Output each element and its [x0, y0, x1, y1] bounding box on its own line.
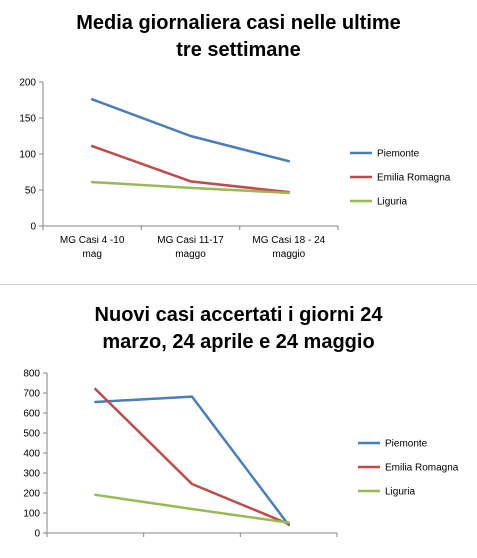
y-tick-label: 700	[23, 389, 40, 400]
series-line-piemonte	[90, 98, 291, 163]
chart-panel-daily-average: Media giornaliera casi nelle ultime tre …	[0, 10, 477, 261]
legend-label: Piemonte	[385, 439, 428, 450]
y-tick-label: 100	[19, 150, 36, 161]
y-tick-label: 200	[19, 78, 36, 89]
y-tick-label: 200	[23, 489, 40, 500]
x-tick-label-line: MG Casi 18 - 24	[252, 235, 325, 246]
chart-title-line-1: Nuovi casi accertati i giorni 24	[94, 304, 383, 326]
x-tick-label: MG Casi 11-17 maggo	[157, 235, 224, 260]
legend-label: Emilia Romagna	[377, 173, 451, 184]
x-tick-label-line: MG Casi 4 -10	[60, 235, 125, 246]
y-tick-label: 300	[23, 469, 40, 480]
y-tick-label: 50	[25, 186, 37, 197]
x-tick-label-line: mag	[82, 249, 101, 260]
y-tick-label: 100	[23, 509, 40, 520]
y-tick-label: 800	[23, 369, 40, 380]
x-tick-label: MG Casi 4 -10 mag	[60, 235, 125, 260]
chart-title-line-2: marzo, 24 aprile e 24 maggio	[102, 331, 375, 353]
x-tick-label: MG Casi 18 - 24 maggio	[252, 235, 325, 260]
legend-label: Liguria	[385, 487, 415, 498]
y-tick-label: 150	[19, 114, 36, 125]
chart-title: Media giornaliera casi nelle ultime tre …	[0, 10, 477, 64]
y-tick-label: 0	[30, 222, 36, 233]
line-chart-new-cases: 0 100 200 300 400 500 600 700 800 Piemonte Emilia …	[23, 369, 459, 540]
legend-label: Liguria	[377, 197, 407, 208]
series-line-liguria	[94, 493, 290, 524]
chart-title-line-1: Media giornaliera casi nelle ultime	[76, 12, 401, 34]
series-line-emilia-romagna	[90, 144, 291, 194]
x-tick-label-line: MG Casi 11-17	[157, 235, 224, 246]
y-tick-label: 500	[23, 429, 40, 440]
series-line-liguria	[90, 180, 291, 195]
y-tick-label: 0	[34, 529, 40, 540]
x-tick-label-line: maggo	[175, 249, 206, 260]
y-tick-label: 400	[23, 449, 40, 460]
legend-label: Piemonte	[377, 149, 420, 160]
chart-title: Nuovi casi accertati i giorni 24 marzo, …	[0, 302, 477, 356]
x-tick-label-line: maggio	[272, 249, 305, 260]
y-tick-label: 600	[23, 409, 40, 420]
legend-label: Emilia Romagna	[385, 463, 459, 474]
chart-title-line-2: tre settimane	[176, 39, 301, 61]
chart-panel-new-cases: Nuovi casi accertati i giorni 24 marzo, …	[0, 290, 477, 558]
chart-divider	[0, 284, 477, 285]
line-chart-daily-average: 0 50 100 150 200 MG Casi 4 -10 mag MG Casi 11-1…	[19, 78, 451, 261]
series-line-piemonte	[94, 395, 290, 527]
series-line-emilia-romagna	[94, 387, 290, 526]
